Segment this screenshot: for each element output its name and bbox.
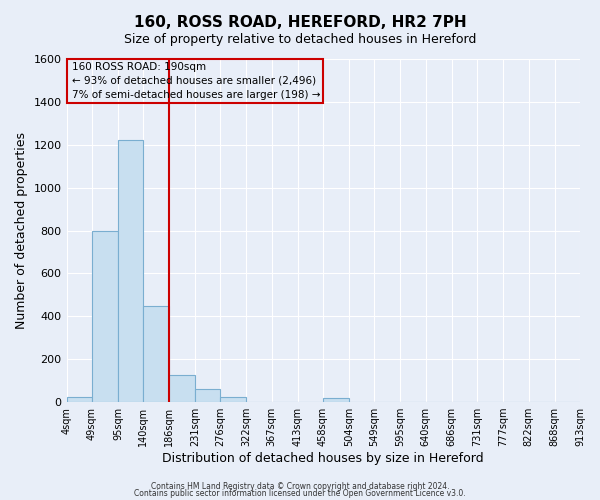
Text: Size of property relative to detached houses in Hereford: Size of property relative to detached ho…: [124, 32, 476, 46]
Bar: [195, 389, 220, 402]
Text: Contains public sector information licensed under the Open Government Licence v3: Contains public sector information licen…: [134, 489, 466, 498]
Bar: [169, 376, 195, 402]
Bar: [67, 396, 92, 402]
Text: Contains HM Land Registry data © Crown copyright and database right 2024.: Contains HM Land Registry data © Crown c…: [151, 482, 449, 491]
Bar: [143, 306, 169, 402]
Text: 160 ROSS ROAD: 190sqm
← 93% of detached houses are smaller (2,496)
7% of semi-de: 160 ROSS ROAD: 190sqm ← 93% of detached …: [71, 62, 320, 100]
Bar: [92, 230, 118, 402]
Bar: [118, 140, 143, 402]
Bar: [220, 396, 246, 402]
Text: 160, ROSS ROAD, HEREFORD, HR2 7PH: 160, ROSS ROAD, HEREFORD, HR2 7PH: [134, 15, 466, 30]
Bar: [323, 398, 349, 402]
X-axis label: Distribution of detached houses by size in Hereford: Distribution of detached houses by size …: [163, 452, 484, 465]
Y-axis label: Number of detached properties: Number of detached properties: [15, 132, 28, 329]
